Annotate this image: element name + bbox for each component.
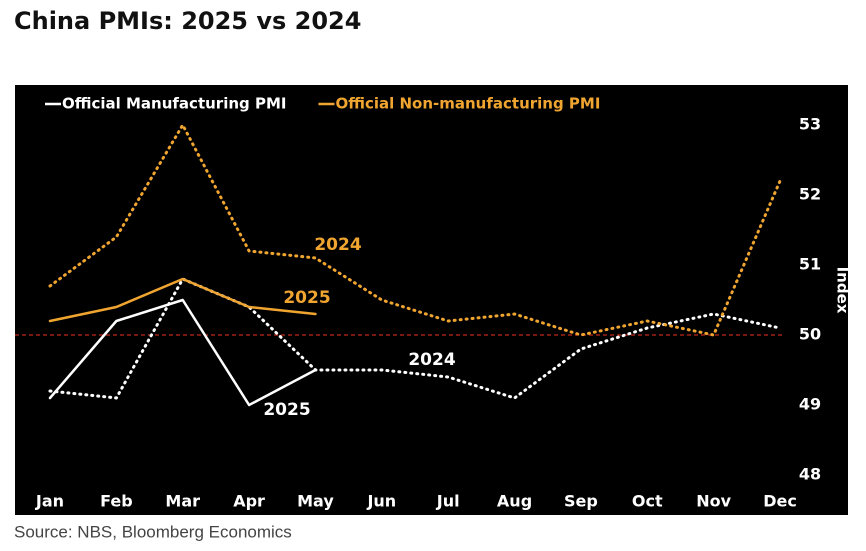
y-tick-label: 50	[799, 325, 821, 344]
x-tick-label: Feb	[100, 492, 133, 511]
series-label: 2024	[408, 350, 455, 370]
series-label: 2024	[314, 235, 361, 255]
series-label: 2025	[263, 400, 310, 420]
series-line	[48, 123, 782, 337]
source-note: Source: NBS, Bloomberg Economics	[14, 522, 292, 541]
x-tick-label: Jan	[35, 492, 64, 511]
x-tick-label: May	[297, 492, 334, 511]
y-tick-label: 48	[799, 465, 821, 484]
y-tick-label: 53	[799, 115, 821, 134]
x-tick-label: Jun	[366, 492, 396, 511]
y-tick-label: 51	[799, 255, 821, 274]
x-tick-label: Aug	[497, 492, 532, 511]
series-line	[48, 298, 317, 407]
plot-background	[15, 85, 848, 515]
series-label: 2025	[283, 288, 330, 308]
x-tick-label: Mar	[165, 492, 200, 511]
legend-label: Official Non-manufacturing PMI	[335, 95, 600, 113]
series-line	[48, 277, 782, 400]
x-tick-label: Oct	[632, 492, 663, 511]
x-tick-label: Jul	[436, 492, 460, 511]
legend-label: Official Manufacturing PMI	[62, 95, 286, 113]
y-tick-label: 52	[799, 185, 821, 204]
series-line	[48, 277, 317, 323]
chart-title: China PMIs: 2025 vs 2024	[14, 7, 361, 35]
x-tick-label: Nov	[696, 492, 731, 511]
x-tick-label: Sep	[564, 492, 598, 511]
x-tick-label: Apr	[233, 492, 265, 511]
y-axis-label: Index	[834, 267, 852, 314]
y-tick-label: 49	[799, 395, 821, 414]
x-tick-label: Dec	[763, 492, 797, 511]
